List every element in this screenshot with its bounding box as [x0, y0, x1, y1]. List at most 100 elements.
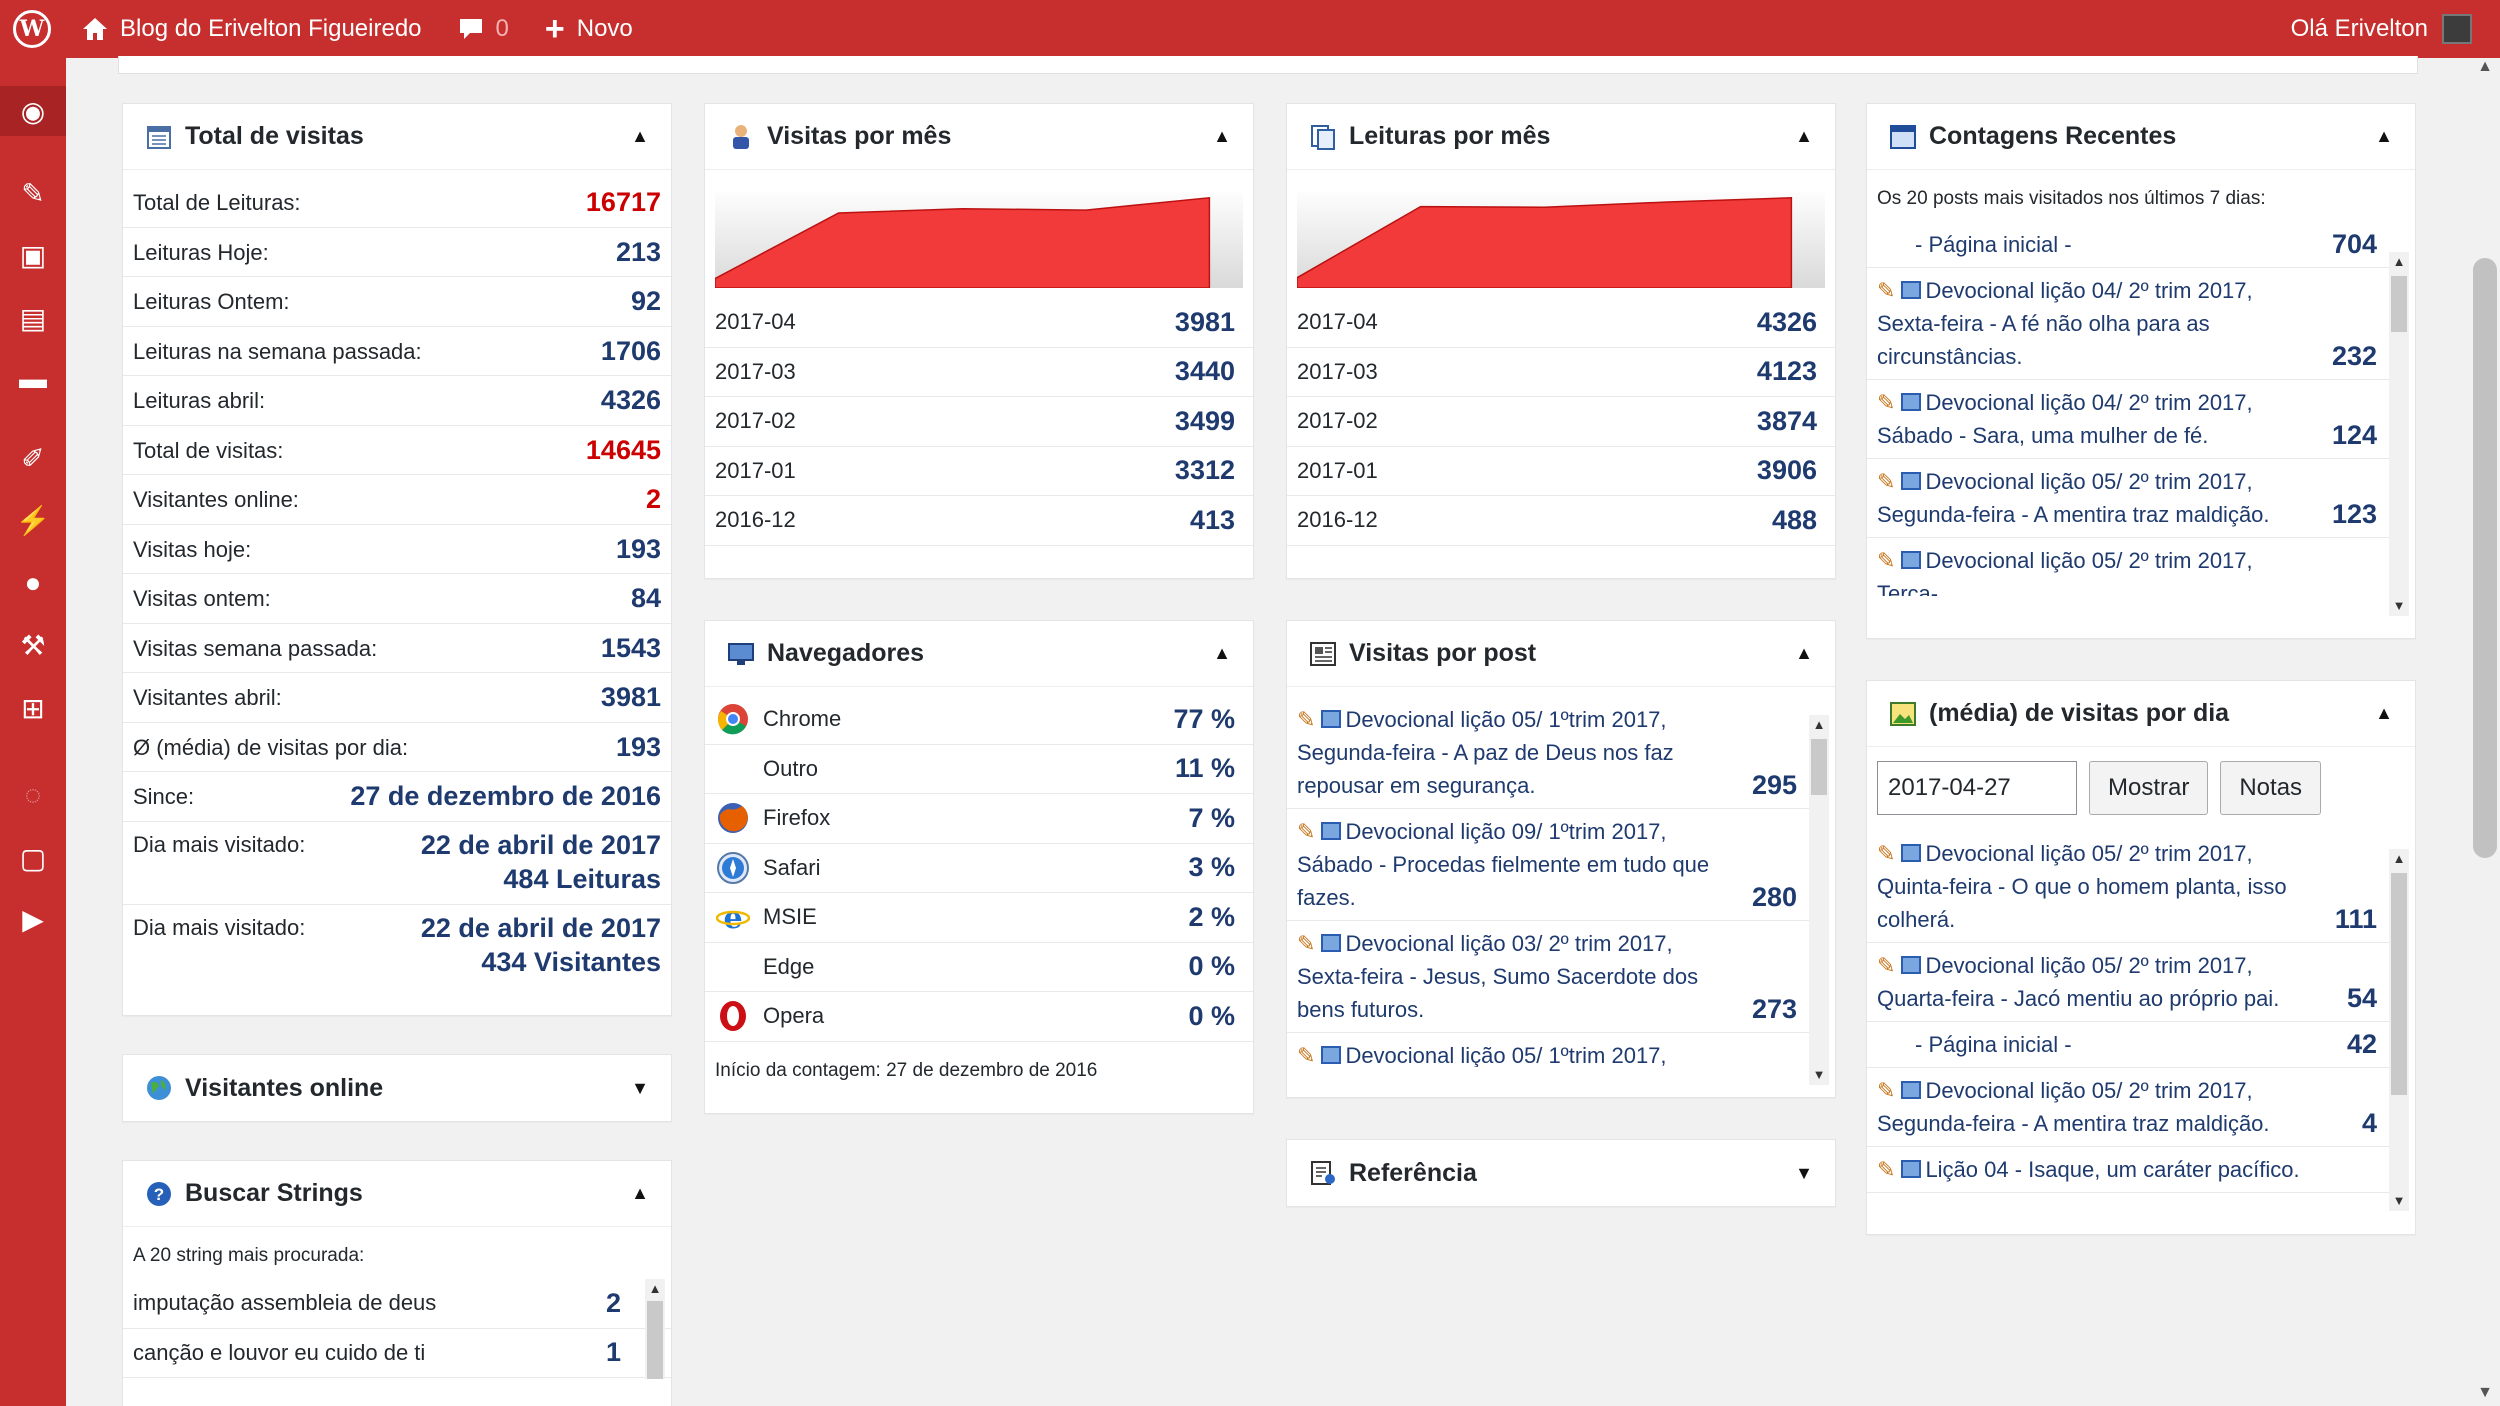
comments-link[interactable]: 0 — [440, 0, 527, 58]
post-item[interactable]: ✎ Devocional lição 05/ 1ºtrim 2017, Sábad… — [1287, 1033, 1809, 1067]
safari-icon — [715, 850, 751, 886]
post-title[interactable]: - Página inicial - — [1915, 232, 2072, 257]
edit-icon[interactable]: ✎ — [1877, 469, 1896, 494]
search-count: 2 — [605, 1287, 621, 1318]
play-icon[interactable]: ▶ — [22, 903, 44, 935]
widget-header[interactable]: ? Buscar Strings ▲ — [123, 1161, 671, 1227]
post-title[interactable]: Devocional lição 05/ 1ºtrim 2017, Sábado… — [1345, 1043, 1667, 1067]
edit-icon[interactable]: ✎ — [1297, 931, 1316, 956]
collapse-arrow-icon[interactable]: ▲ — [1795, 126, 1813, 146]
post-icons: ✎ — [1877, 274, 1922, 307]
edit-icon[interactable]: ✎ — [1877, 548, 1896, 573]
post-item[interactable]: ✎ Devocional lição 09/ 1ºtrim 2017, Sábad… — [1287, 809, 1809, 921]
edit-icon[interactable]: ✎ — [1877, 953, 1896, 978]
collapse-arrow-icon[interactable]: ▲ — [2375, 126, 2393, 146]
month-row: 2017-01 3906 — [1287, 447, 1835, 496]
post-item[interactable]: ✎ Devocional lição 05/ 2º trim 2017, Segu… — [1867, 459, 2389, 538]
widget-header[interactable]: Navegadores ▲ — [705, 621, 1253, 687]
post-icons: ✎ — [1877, 1074, 1922, 1107]
widget-header[interactable]: Contagens Recentes ▲ — [1867, 104, 2415, 170]
post-item[interactable]: ✎ Devocional lição 05/ 1ºtrim 2017, Segun… — [1287, 697, 1809, 809]
site-name-link[interactable]: Blog do Erivelton Figueiredo — [64, 0, 440, 58]
collapse-arrow-icon[interactable]: ▲ — [1795, 643, 1813, 663]
stat-label: Total de Leituras: — [133, 190, 301, 215]
post-title[interactable]: Devocional lição 05/ 2º trim 2017, Quint… — [1877, 841, 2287, 932]
widget-header[interactable]: Total de visitas ▲ — [123, 104, 671, 170]
widget-header[interactable]: Visitantes online ▼ — [123, 1055, 671, 1121]
post-title[interactable]: Devocional lição 05/ 2º trim 2017, Segun… — [1877, 1078, 2270, 1136]
notes-button[interactable]: Notas — [2220, 761, 2322, 815]
edit-icon[interactable]: ✎ — [1297, 1043, 1316, 1067]
edit-icon[interactable]: ✎ — [1877, 390, 1896, 415]
widget-header[interactable]: Visitas por post ▲ — [1287, 621, 1835, 687]
calendar-icon — [145, 123, 173, 151]
widget-header[interactable]: Referência ▼ — [1287, 1140, 1835, 1206]
widget-header[interactable]: (média) de visitas por dia ▲ — [1867, 681, 2415, 747]
expand-arrow-icon[interactable]: ▼ — [1795, 1162, 1813, 1183]
account-menu[interactable]: Olá Erivelton — [2273, 0, 2500, 58]
new-content-button[interactable]: + Novo — [527, 0, 651, 58]
list-scrollbar[interactable]: ▲ — [645, 1279, 665, 1379]
feedback-icon[interactable]: ◌ — [24, 779, 42, 810]
post-title[interactable]: Devocional lição 04/ 2º trim 2017, Sexta… — [1877, 278, 2253, 369]
comments-menu-icon[interactable]: ▬ — [19, 363, 47, 394]
tools-icon[interactable]: ⚒ — [20, 629, 46, 661]
edit-icon[interactable]: ✎ — [1877, 841, 1896, 866]
show-button[interactable]: Mostrar — [2089, 761, 2209, 815]
browser-share: 3 % — [1188, 852, 1235, 883]
collapse-arrow-icon[interactable]: ▲ — [2375, 703, 2393, 723]
post-item[interactable]: ✎ Lição 04 - Isaque, um caráter pacífico. — [1867, 1147, 2389, 1193]
post-item[interactable]: ✎ Devocional lição 05/ 2º trim 2017, Segu… — [1867, 1068, 2389, 1147]
plugins-icon[interactable]: ⚡ — [15, 504, 51, 536]
post-title[interactable]: Devocional lição 05/ 2º trim 2017, Quart… — [1877, 953, 2280, 1011]
list-scrollbar[interactable]: ▲ ▼ — [2389, 252, 2409, 616]
post-item[interactable]: ✎ Devocional lição 04/ 2º trim 2017, Sába… — [1867, 380, 2389, 459]
settings-icon[interactable]: ⊞ — [21, 692, 45, 724]
post-title[interactable]: Devocional lição 05/ 2º trim 2017, Terça… — [1877, 548, 2253, 596]
pin-icon[interactable]: ✎ — [21, 177, 45, 209]
post-item[interactable]: ✎ Devocional lição 05/ 2º trim 2017, Terç… — [1867, 538, 2389, 596]
post-title[interactable]: Devocional lição 05/ 2º trim 2017, Segun… — [1877, 469, 2270, 527]
post-item[interactable]: ✎ Devocional lição 05/ 2º trim 2017, Quin… — [1867, 831, 2389, 943]
collapse-arrow-icon[interactable]: ▲ — [1213, 643, 1231, 663]
post-title[interactable]: Devocional lição 04/ 2º trim 2017, Sábad… — [1877, 390, 2253, 448]
collapse-arrow-icon[interactable]: ▲ — [631, 1183, 649, 1203]
stat-value: 4326 — [600, 385, 661, 415]
post-item[interactable]: - Página inicial - 42 — [1867, 1022, 2389, 1068]
date-input[interactable] — [1877, 761, 2077, 815]
recent-posts-list: - Página inicial -704 ✎ Devocional lição 0… — [1867, 222, 2415, 596]
widget-header[interactable]: Leituras por mês ▲ — [1287, 104, 1835, 170]
post-item[interactable]: - Página inicial - 704 — [1867, 222, 2389, 268]
edit-icon[interactable]: ✎ — [1877, 278, 1896, 303]
post-title[interactable]: Lição 04 - Isaque, um caráter pacífico. — [1925, 1157, 2300, 1182]
stat-label: Leituras na semana passada: — [133, 338, 422, 364]
post-title[interactable]: Devocional lição 09/ 1ºtrim 2017, Sábado… — [1297, 819, 1710, 910]
post-title[interactable]: Devocional lição 03/ 2º trim 2017, Sexta… — [1297, 931, 1699, 1022]
post-item[interactable]: ✎ Devocional lição 05/ 2º trim 2017, Quar… — [1867, 943, 2389, 1022]
edit-icon[interactable]: ✎ — [1297, 707, 1316, 732]
post-icons: ✎ — [1877, 465, 1922, 498]
list-scrollbar[interactable]: ▲ ▼ — [1809, 715, 1829, 1085]
post-item[interactable]: ✎ Devocional lição 03/ 2º trim 2017, Sext… — [1287, 921, 1809, 1033]
page-scrollbar[interactable]: ▲ ▼ — [2470, 58, 2500, 1406]
wordpress-logo-button[interactable]: W — [0, 0, 64, 58]
edit-icon[interactable]: ✎ — [1877, 1157, 1896, 1182]
appearance-icon[interactable]: ✐ — [21, 442, 45, 474]
stats-icon[interactable]: ▢ — [19, 842, 47, 874]
edit-icon[interactable]: ✎ — [1297, 819, 1316, 844]
monitor-icon — [727, 640, 755, 668]
widget-header[interactable]: Visitas por mês ▲ — [705, 104, 1253, 170]
expand-arrow-icon[interactable]: ▼ — [631, 1077, 649, 1098]
post-item[interactable]: ✎ Devocional lição 04/ 2º trim 2017, Sext… — [1867, 268, 2389, 380]
collapse-arrow-icon[interactable]: ▲ — [631, 126, 649, 146]
pages-icon[interactable]: ▤ — [19, 302, 47, 334]
users-icon[interactable]: ● — [24, 567, 42, 598]
dashboard-icon[interactable]: ◉ — [0, 86, 66, 136]
media-icon[interactable]: ▣ — [19, 239, 47, 271]
edit-icon[interactable]: ✎ — [1877, 1078, 1896, 1103]
post-title[interactable]: - Página inicial - — [1915, 1032, 2072, 1057]
post-title[interactable]: Devocional lição 05/ 1ºtrim 2017, Segund… — [1297, 707, 1674, 798]
post-icon — [1901, 472, 1922, 490]
list-scrollbar[interactable]: ▲ ▼ — [2389, 849, 2409, 1211]
collapse-arrow-icon[interactable]: ▲ — [1213, 126, 1231, 146]
